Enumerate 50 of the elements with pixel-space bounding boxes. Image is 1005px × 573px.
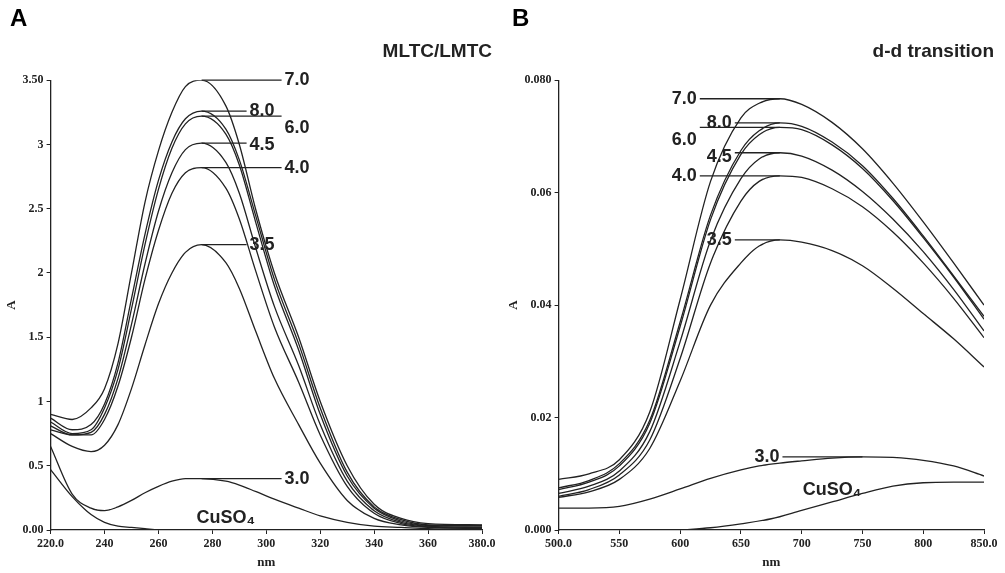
x-tick-label: 220.0: [37, 536, 65, 551]
y-axis-title: A: [3, 299, 19, 310]
legend-label: 3.0: [284, 467, 310, 488]
y-tick-label: 0.02: [530, 409, 552, 424]
y-axis-title: A: [505, 299, 521, 310]
y-tick-label: 0.5: [28, 457, 44, 472]
x-axis-title: nm: [762, 553, 781, 569]
legend-label: 7.0: [671, 87, 697, 108]
x-tick-label: 850.0: [970, 536, 998, 551]
chart-subtitle: MLTC/LMTC: [382, 40, 492, 62]
y-tick-label: 3: [37, 136, 44, 151]
x-tick-label: 800: [914, 536, 933, 551]
x-tick-label: 700: [792, 536, 811, 551]
y-tick-label: 0.04: [530, 297, 552, 312]
series-label: CuSO₄: [802, 478, 862, 499]
x-tick-label: 300: [257, 536, 276, 551]
x-tick-label: 500.0: [545, 536, 573, 551]
x-tick-label: 380.0: [468, 536, 496, 551]
x-tick-label: 340: [365, 536, 384, 551]
x-tick-label: 750: [853, 536, 872, 551]
x-tick-label: 260: [149, 536, 168, 551]
y-tick-label: 0.000: [524, 522, 552, 537]
chart-title: B: [512, 4, 530, 32]
legend-label: 3.0: [754, 445, 780, 466]
legend-label: 6.0: [284, 117, 310, 138]
y-tick-label: 1.5: [28, 329, 44, 344]
y-tick-label: 0.00: [22, 522, 44, 537]
x-axis-title: nm: [257, 553, 276, 569]
chart-subtitle: d-d transition: [872, 40, 994, 62]
series-label: CuSO₄: [196, 506, 256, 527]
x-tick-label: 280: [203, 536, 222, 551]
y-tick-label: 1: [37, 393, 44, 408]
legend-label: 8.0: [249, 100, 275, 121]
x-tick-label: 650: [731, 536, 750, 551]
legend-label: 7.0: [284, 69, 310, 90]
legend-label: 4.0: [284, 156, 310, 177]
x-tick-label: 240: [95, 536, 114, 551]
x-tick-label: 320: [311, 536, 330, 551]
legend-label: 4.5: [249, 134, 275, 155]
x-tick-label: 550: [610, 536, 629, 551]
y-tick-label: 2.5: [28, 200, 44, 215]
legend-label: 6.0: [671, 128, 697, 149]
y-tick-label: 0.06: [530, 184, 552, 199]
chart-title: A: [10, 4, 28, 32]
x-tick-label: 360: [419, 536, 438, 551]
x-tick-label: 600: [671, 536, 690, 551]
legend-label: 4.0: [671, 164, 697, 185]
y-tick-label: 3.50: [22, 72, 44, 87]
y-tick-label: 0.080: [524, 72, 552, 87]
y-tick-label: 2: [37, 265, 44, 280]
